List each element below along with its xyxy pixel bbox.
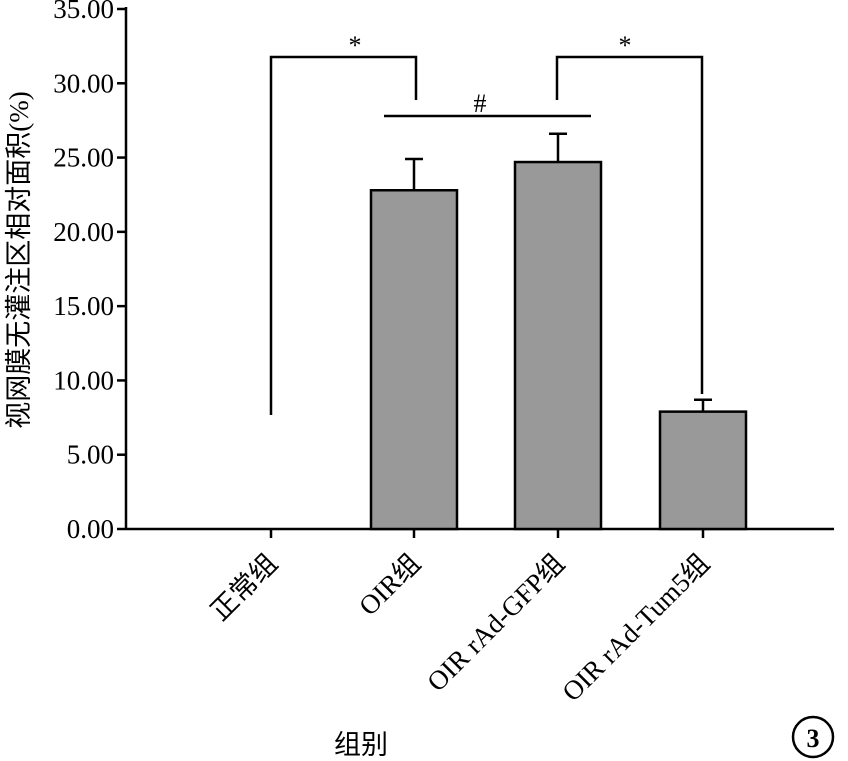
y-tick-label: 0.00	[67, 514, 114, 544]
panel-label: 3	[791, 715, 835, 759]
y-tick-label: 10.00	[53, 365, 114, 395]
bars	[369, 160, 748, 531]
error-bars	[405, 132, 712, 412]
y-tick-label: 25.00	[53, 143, 114, 173]
significance-marker: #	[474, 89, 487, 118]
x-tick-label: OIR rAd-Tum5组	[556, 548, 715, 707]
significance-bracket	[269, 55, 418, 415]
significance-marker: *	[619, 31, 632, 60]
significance-bracket	[555, 55, 704, 394]
x-axis-title: 组别	[334, 730, 388, 760]
y-tick-label: 5.00	[67, 440, 114, 470]
y-tick-label: 15.00	[53, 291, 114, 321]
bar	[513, 160, 603, 531]
bar	[658, 410, 748, 531]
y-tick-label: 35.00	[53, 0, 114, 24]
y-tick-label: 20.00	[53, 217, 114, 247]
significance-marker: *	[349, 31, 362, 60]
panel-label-text: 3	[807, 724, 820, 753]
x-tick-label: 正常组	[205, 548, 283, 626]
x-tick-label: OIR rAd-GFP组	[421, 548, 570, 697]
bar	[369, 189, 459, 531]
y-tick-label: 30.00	[53, 68, 114, 98]
y-axis-title: 视网膜无灌注区相对面积(%)	[4, 91, 34, 428]
x-tick-label: OIR组	[353, 548, 426, 621]
significance-brackets: * # *	[269, 31, 704, 415]
panel-label-circle	[791, 715, 835, 759]
